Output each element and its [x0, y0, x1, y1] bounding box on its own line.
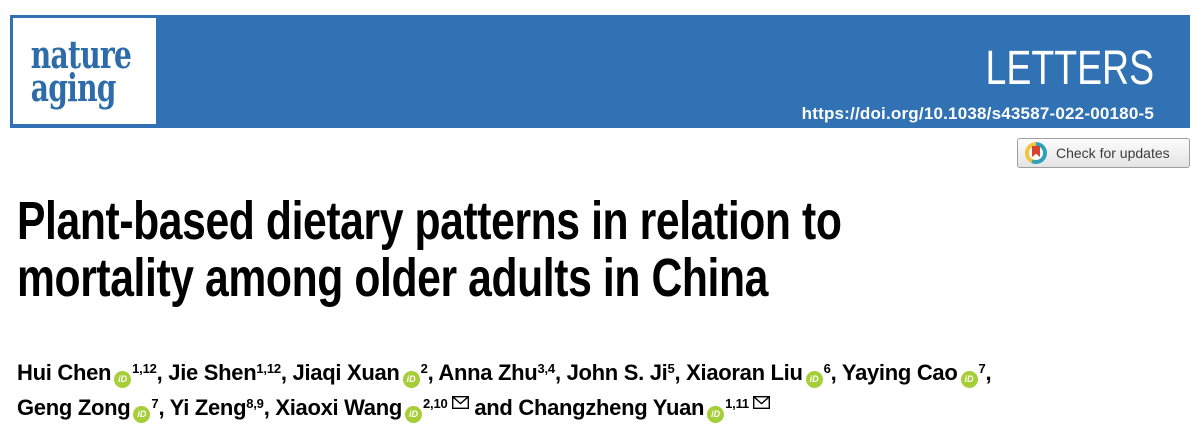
author: Xiaoran Liu iD6,	[686, 360, 842, 388]
affiliation-superscript: 6	[823, 361, 831, 376]
orcid-icon[interactable]: iD	[114, 371, 132, 388]
orcid-icon[interactable]: iD	[402, 371, 420, 388]
author-list: Hui Chen iD1,12, Jie Shen1,12, Jiaqi Xuan…	[17, 355, 992, 425]
author-separator: ,	[830, 360, 842, 385]
author: Yaying Cao iD7,	[841, 360, 992, 388]
email-envelope-icon[interactable]	[451, 395, 469, 410]
crossmark-icon	[1025, 142, 1047, 164]
author-name: Geng Zong	[17, 395, 131, 420]
affiliation-superscript: 3,4	[537, 361, 555, 376]
article-title-line1: Plant-based dietary patterns in relation…	[17, 191, 842, 251]
author: Hui Chen iD1,12,	[17, 360, 169, 388]
journal-header-bar: nature aging LETTERS https://doi.org/10.…	[10, 15, 1190, 128]
author-separator: ,	[280, 360, 293, 385]
author-separator: ,	[263, 395, 276, 420]
check-for-updates-button[interactable]: Check for updates	[1017, 138, 1190, 168]
author-separator: ,	[427, 360, 439, 385]
orcid-icon[interactable]: iD	[133, 406, 151, 423]
author: Yi Zeng8,9,	[170, 395, 276, 420]
author: Xiaoxi Wang iD2,10 and	[275, 395, 519, 423]
author-separator: ,	[985, 360, 992, 385]
affiliation-superscript: 5	[667, 361, 675, 376]
affiliation-superscript: 1,12	[132, 361, 157, 376]
author-name: Xiaoxi Wang	[275, 395, 403, 420]
orcid-icon[interactable]: iD	[405, 406, 423, 423]
author: John S. Ji5,	[567, 360, 687, 385]
logo-word-nature: nature	[30, 32, 132, 77]
author-separator: ,	[554, 360, 567, 385]
affiliation-superscript: 8,9	[246, 396, 264, 411]
author-separator: and	[468, 395, 519, 420]
article-type-heading: LETTERS	[985, 42, 1154, 95]
author: Jiaqi Xuan iD2,	[292, 360, 439, 388]
author-name: John S. Ji	[566, 360, 668, 385]
author-line-2: Geng Zong iD7, Yi Zeng8,9, Xiaoxi Wang iD2…	[17, 390, 991, 425]
author: Anna Zhu3,4,	[438, 360, 566, 385]
author-name: Anna Zhu	[438, 360, 538, 385]
author-separator: ,	[156, 360, 169, 385]
affiliation-superscript: 7	[978, 361, 986, 376]
author-name: Yaying Cao	[841, 360, 958, 385]
email-envelope-icon[interactable]	[752, 395, 770, 410]
affiliation-superscript: 2,10	[423, 396, 448, 411]
author: Jie Shen1,12,	[168, 360, 292, 385]
orcid-icon[interactable]: iD	[707, 406, 725, 423]
affiliation-superscript: 1,11	[725, 396, 749, 411]
author: Changzheng Yuan iD1,11	[518, 395, 770, 423]
logo-wordmark: nature aging	[13, 32, 132, 110]
affiliation-superscript: 1,12	[256, 361, 281, 376]
article-title: Plant-based dietary patterns in relation…	[17, 193, 842, 307]
author-name: Xiaoran Liu	[686, 360, 803, 385]
check-for-updates-label: Check for updates	[1056, 145, 1170, 161]
logo-word-aging: aging	[30, 65, 117, 110]
affiliation-superscript: 2	[420, 361, 428, 376]
author-separator: ,	[674, 360, 687, 385]
orcid-icon[interactable]: iD	[960, 371, 978, 388]
nature-aging-logo[interactable]: nature aging	[13, 18, 156, 124]
article-title-line2: mortality among older adults in China	[17, 248, 768, 308]
author-separator: ,	[158, 395, 170, 420]
author-name: Changzheng Yuan	[518, 395, 705, 420]
doi-link[interactable]: https://doi.org/10.1038/s43587-022-00180…	[801, 104, 1154, 123]
author: Geng Zong iD7,	[17, 395, 170, 423]
author-name: Yi Zeng	[169, 395, 247, 420]
author-line-1: Hui Chen iD1,12, Jie Shen1,12, Jiaqi Xuan…	[17, 355, 992, 390]
author-name: Hui Chen	[17, 360, 112, 385]
author-name: Jie Shen	[168, 360, 257, 385]
affiliation-superscript: 7	[151, 396, 159, 411]
orcid-icon[interactable]: iD	[805, 371, 823, 388]
author-name: Jiaqi Xuan	[292, 360, 400, 385]
